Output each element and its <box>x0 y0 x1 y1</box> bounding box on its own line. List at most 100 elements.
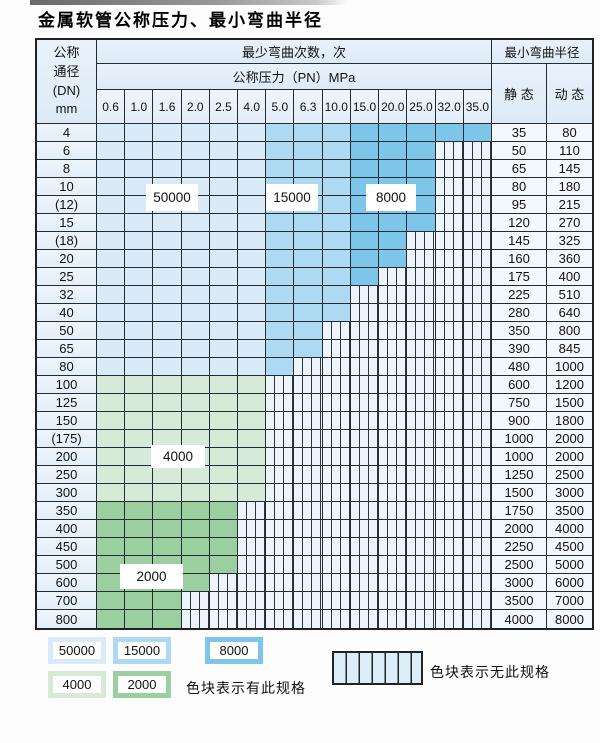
no-spec-cell <box>379 592 408 610</box>
spec-cell <box>181 574 210 592</box>
no-spec-cell <box>266 484 295 502</box>
dynamic-value-cell: 6000 <box>546 574 592 592</box>
no-spec-cell <box>238 502 267 520</box>
dynamic-value-cell: 4500 <box>546 538 592 556</box>
legend-swatch-15000: 15000 <box>113 637 171 664</box>
no-spec-cell <box>407 484 436 502</box>
spec-cell <box>238 232 267 250</box>
no-spec-cell <box>350 466 380 484</box>
dynamic-value-cell: 3000 <box>546 484 592 502</box>
no-spec-cell <box>463 160 492 178</box>
spec-cell <box>294 304 323 322</box>
legend-note-no-spec: 色块表示无此规格 <box>430 664 550 680</box>
spec-cell <box>97 520 126 538</box>
spec-cell <box>294 268 323 286</box>
spec-cell <box>238 196 267 214</box>
spec-cell <box>209 250 239 268</box>
no-spec-cell <box>435 268 464 286</box>
spec-cell <box>350 124 380 142</box>
header-pn-value: 35.0 <box>463 90 492 124</box>
static-value-cell: 900 <box>491 412 547 430</box>
spec-cell <box>209 268 239 286</box>
spec-cell <box>322 160 351 178</box>
static-value-cell: 65 <box>491 160 547 178</box>
dynamic-value-cell: 270 <box>546 214 592 232</box>
dn-cell: 200 <box>37 448 97 466</box>
no-spec-cell <box>379 556 408 574</box>
spec-cell <box>181 358 210 376</box>
spec-cell <box>266 214 295 232</box>
no-spec-cell <box>463 196 492 214</box>
static-value-cell: 160 <box>491 250 547 268</box>
dn-cell: (18) <box>37 232 97 250</box>
no-spec-cell <box>435 286 464 304</box>
spec-cell <box>97 304 126 322</box>
dynamic-value-cell: 5000 <box>546 556 592 574</box>
dn-cell: 150 <box>37 412 97 430</box>
dn-cell: 700 <box>37 592 97 610</box>
no-spec-cell <box>238 610 267 628</box>
spec-cell <box>238 142 267 160</box>
spec-cell <box>97 484 126 502</box>
no-spec-cell <box>463 520 492 538</box>
spec-cell <box>209 484 239 502</box>
static-value-cell: 600 <box>491 376 547 394</box>
no-spec-cell <box>322 466 351 484</box>
dynamic-value-cell: 1200 <box>546 376 592 394</box>
page-title: 金属软管公称压力、最小弯曲半径 <box>38 11 323 31</box>
spec-cell <box>266 340 295 358</box>
header-pn-value: 6.3 <box>294 90 323 124</box>
no-spec-cell <box>463 376 492 394</box>
spec-cell <box>350 142 380 160</box>
no-spec-cell <box>294 574 323 592</box>
dynamic-value-cell: 1800 <box>546 412 592 430</box>
spec-cell <box>209 448 239 466</box>
spec-cell <box>153 232 182 250</box>
spec-cell <box>181 286 210 304</box>
spec-cell <box>266 268 295 286</box>
no-spec-cell <box>266 556 295 574</box>
spec-cell <box>181 160 210 178</box>
dynamic-value-cell: 4000 <box>546 520 592 538</box>
spec-cell <box>153 610 182 628</box>
static-value-cell: 280 <box>491 304 547 322</box>
no-spec-cell <box>435 376 464 394</box>
no-spec-cell <box>463 322 492 340</box>
spec-cell <box>209 286 239 304</box>
spec-cell <box>125 160 154 178</box>
no-spec-cell <box>407 232 436 250</box>
spec-cell <box>97 160 126 178</box>
spec-cell <box>238 448 267 466</box>
spec-cell <box>125 412 154 430</box>
no-spec-cell <box>435 322 464 340</box>
no-spec-cell <box>238 592 267 610</box>
no-spec-cell <box>294 502 323 520</box>
cycles-label-4000: 4000 <box>151 445 205 468</box>
spec-cell <box>209 160 239 178</box>
no-spec-cell <box>294 394 323 412</box>
header-pn-value: 2.5 <box>209 90 239 124</box>
spec-cell <box>238 412 267 430</box>
spec-cell <box>125 592 154 610</box>
no-spec-cell <box>266 610 295 628</box>
spec-cell <box>125 466 154 484</box>
cycles-label-2000: 2000 <box>120 564 183 589</box>
no-spec-cell <box>379 376 408 394</box>
spec-cell <box>238 358 267 376</box>
spec-cell <box>125 268 154 286</box>
static-value-cell: 1000 <box>491 448 547 466</box>
no-spec-cell <box>435 592 464 610</box>
spec-cell <box>238 484 267 502</box>
header-dn-line: mm <box>55 101 78 117</box>
static-value-cell: 1000 <box>491 430 547 448</box>
no-spec-cell <box>435 556 464 574</box>
spec-cell <box>153 466 182 484</box>
spec-cell <box>209 394 239 412</box>
no-spec-cell <box>463 448 492 466</box>
spec-cell <box>181 124 210 142</box>
no-spec-cell <box>322 358 351 376</box>
spec-cell <box>209 340 239 358</box>
legend-swatch-2000: 2000 <box>113 671 171 698</box>
no-spec-cell <box>350 340 380 358</box>
dn-cell: (175) <box>37 430 97 448</box>
